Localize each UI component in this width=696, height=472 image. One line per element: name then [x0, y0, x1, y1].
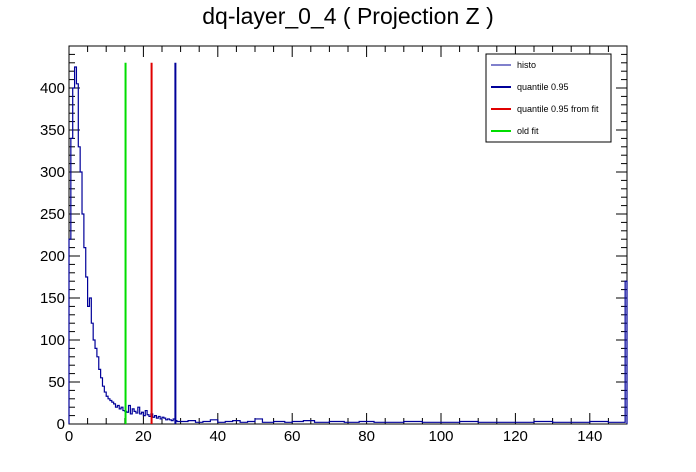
y-tick-label: 0 [57, 416, 65, 433]
x-tick-label: 100 [428, 428, 453, 445]
legend-label: old fit [517, 126, 539, 136]
y-tick-label: 400 [40, 80, 65, 97]
x-tick-label: 140 [577, 428, 602, 445]
y-tick-label: 200 [40, 248, 65, 265]
x-tick-label: 60 [284, 428, 301, 445]
y-tick-label: 50 [48, 374, 65, 391]
legend: histo quantile 0.95 quantile 0.95 from fit… [485, 53, 612, 143]
y-tick-label: 250 [40, 206, 65, 223]
y-tick-label: 300 [40, 164, 65, 181]
legend-label: quantile 0.95 [517, 82, 569, 92]
legend-label: quantile 0.95 from fit [517, 104, 599, 114]
x-tick-label: 80 [358, 428, 375, 445]
y-tick-label: 100 [40, 332, 65, 349]
y-tick-label: 150 [40, 290, 65, 307]
legend-box [485, 53, 612, 143]
x-tick-label: 40 [209, 428, 226, 445]
x-tick-label: 20 [135, 428, 152, 445]
x-tick-label: 0 [65, 428, 73, 445]
vertical-lines [124, 62, 177, 424]
y-tick-label: 350 [40, 122, 65, 139]
series-layer [68, 66, 628, 424]
chart-title: dq-layer_0_4 ( Projection Z ) [202, 3, 493, 29]
series-line-histo [68, 66, 628, 424]
legend-label: histo [517, 60, 536, 70]
x-tick-label: 120 [503, 428, 528, 445]
